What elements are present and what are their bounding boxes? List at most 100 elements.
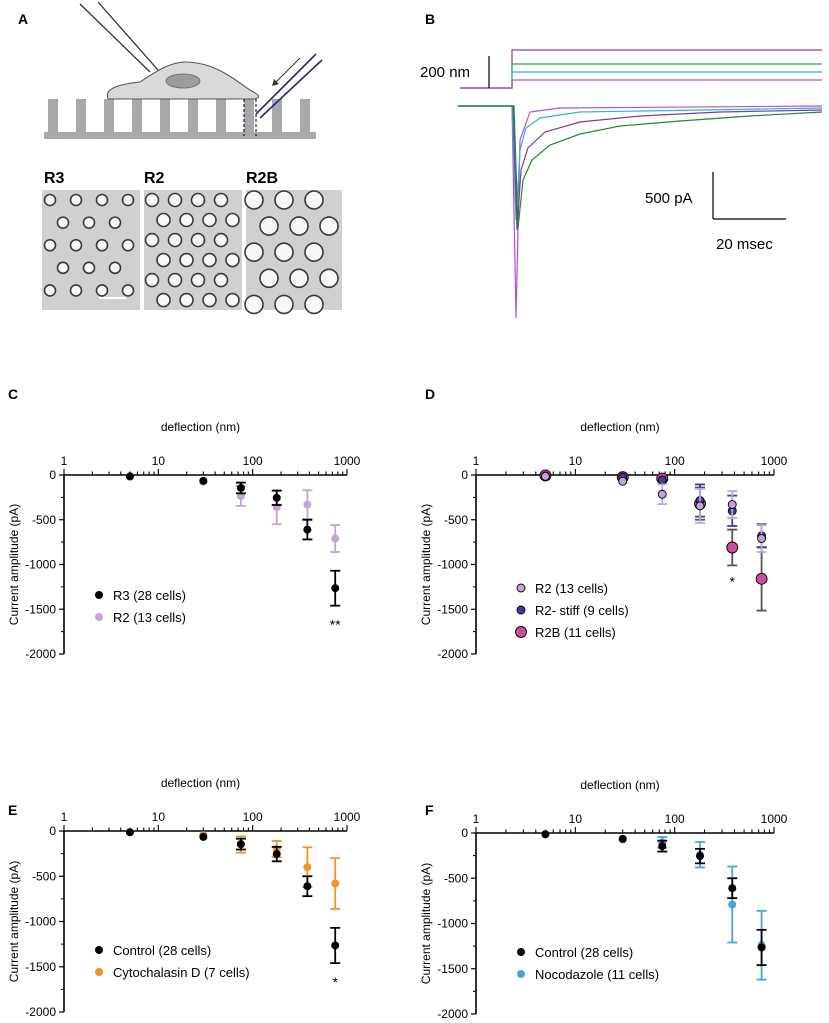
pillar-dot [156, 292, 171, 308]
pillar-dot [244, 294, 264, 315]
pillar-dot [319, 216, 339, 236]
data-point [303, 525, 312, 534]
pillar-dot [69, 193, 83, 207]
data-point [540, 471, 550, 481]
pillar-dot [304, 242, 324, 262]
pillar-dot [190, 272, 206, 288]
legend-label: Nocodazole (11 cells) [535, 967, 659, 982]
pillar-dot [289, 216, 309, 236]
y-tick-label: 0 [461, 468, 468, 482]
pillar-dot [121, 238, 135, 252]
x-tick-label: 1000 [761, 812, 788, 826]
micrograph-label-r2b: R2B [246, 170, 278, 187]
pillar-dot [274, 294, 294, 315]
panel-letter-a: A [18, 11, 28, 27]
pillar-dot [179, 212, 194, 228]
legend-marker [517, 970, 525, 978]
y-tick-label: -500 [32, 513, 56, 527]
y-tick-label: -2000 [437, 1007, 468, 1021]
current-scale-label: 500 pA [645, 190, 693, 207]
pillar-dot [95, 284, 109, 297]
legend-label: Control (28 cells) [535, 945, 633, 960]
y-axis-label: Current amplitude (pA) [7, 861, 21, 982]
pillar-dot [82, 216, 96, 229]
x-tick-label: 10 [152, 454, 166, 468]
pillar-dot [190, 232, 206, 248]
data-point [755, 572, 768, 585]
x-axis-label: deflection (nm) [580, 420, 659, 434]
significance-marker: ** [330, 616, 341, 632]
y-tick-label: -1500 [437, 602, 468, 616]
chart-panel-f: deflection (nm) Current amplitude (pA) 1 10… [419, 778, 788, 1021]
x-tick-label: 100 [243, 454, 263, 468]
y-tick-label: -1000 [25, 915, 56, 929]
pillar-dot [179, 252, 194, 268]
panel-letter-c: C [8, 386, 18, 402]
x-tick-label: 100 [665, 812, 685, 826]
x-axis-label: deflection (nm) [580, 778, 659, 792]
data-point [272, 850, 281, 859]
pillar [104, 99, 114, 135]
y-axis-label: Current amplitude (pA) [419, 863, 433, 984]
current-trace [458, 105, 823, 229]
data-point [728, 900, 737, 909]
data-point [331, 941, 340, 950]
data-point [696, 852, 705, 861]
cell-nucleus [165, 73, 201, 89]
pillar-dot [43, 238, 57, 252]
pillar [300, 99, 310, 135]
y-tick-label: -1500 [25, 960, 56, 974]
pillar-dot [167, 232, 183, 248]
x-axis-label: deflection (nm) [161, 420, 240, 434]
pillar-dot [244, 242, 264, 262]
x-tick-label: 1000 [334, 454, 361, 468]
deflection-arrow [273, 57, 301, 85]
y-axis-label: Current amplitude (pA) [419, 504, 433, 625]
data-point [727, 500, 737, 509]
pillar-dot [179, 292, 194, 308]
data-point [236, 483, 245, 492]
y-tick-label: -1000 [25, 558, 56, 572]
patch-pipette [97, 1, 159, 71]
x-tick-label: 1000 [334, 810, 361, 824]
data-point [303, 500, 312, 509]
x-tick-label: 1 [473, 812, 480, 826]
pillar-dot [225, 212, 240, 228]
chart-panel-d: deflection (nm) Current amplitude (pA) 1 10… [419, 420, 788, 661]
y-tick-label: -500 [444, 871, 468, 885]
x-tick-label: 10 [152, 810, 166, 824]
pillar-dot [69, 284, 83, 297]
legend-label: R2B (11 cells) [535, 625, 616, 640]
pillar-dot [274, 242, 294, 262]
legend-marker [515, 626, 527, 638]
arrow-head-icon [272, 79, 279, 86]
pillar-dot [259, 268, 279, 289]
data-point [303, 863, 312, 872]
data-point [695, 501, 705, 511]
pillar-dot [121, 193, 135, 207]
patch-pipette [79, 3, 151, 73]
data-point [658, 842, 667, 851]
pillar [132, 99, 142, 135]
pillar-dot [69, 238, 83, 252]
x-tick-label: 10 [569, 454, 583, 468]
pillar-dot [213, 232, 229, 248]
pillar-dot [108, 261, 122, 275]
stimulus-trace [460, 49, 822, 89]
pillar-dot [108, 216, 122, 229]
pillar-dot [202, 292, 217, 308]
micrograph-pillars [43, 190, 339, 315]
legend-marker [95, 613, 103, 621]
data-point [728, 884, 737, 893]
panel-letter-d: D [425, 386, 435, 402]
pillar-dot [56, 261, 70, 275]
chart-panel-e: deflection (nm) Current amplitude (pA) 1 10… [7, 776, 361, 1019]
pillar-dot [202, 252, 217, 268]
legend-label: Control (28 cells) [113, 943, 211, 958]
data-point [618, 476, 628, 486]
pillar-dot [95, 193, 109, 207]
micrograph-r2 [144, 190, 242, 310]
pillar-dot [274, 190, 294, 210]
current-trace [458, 105, 823, 221]
